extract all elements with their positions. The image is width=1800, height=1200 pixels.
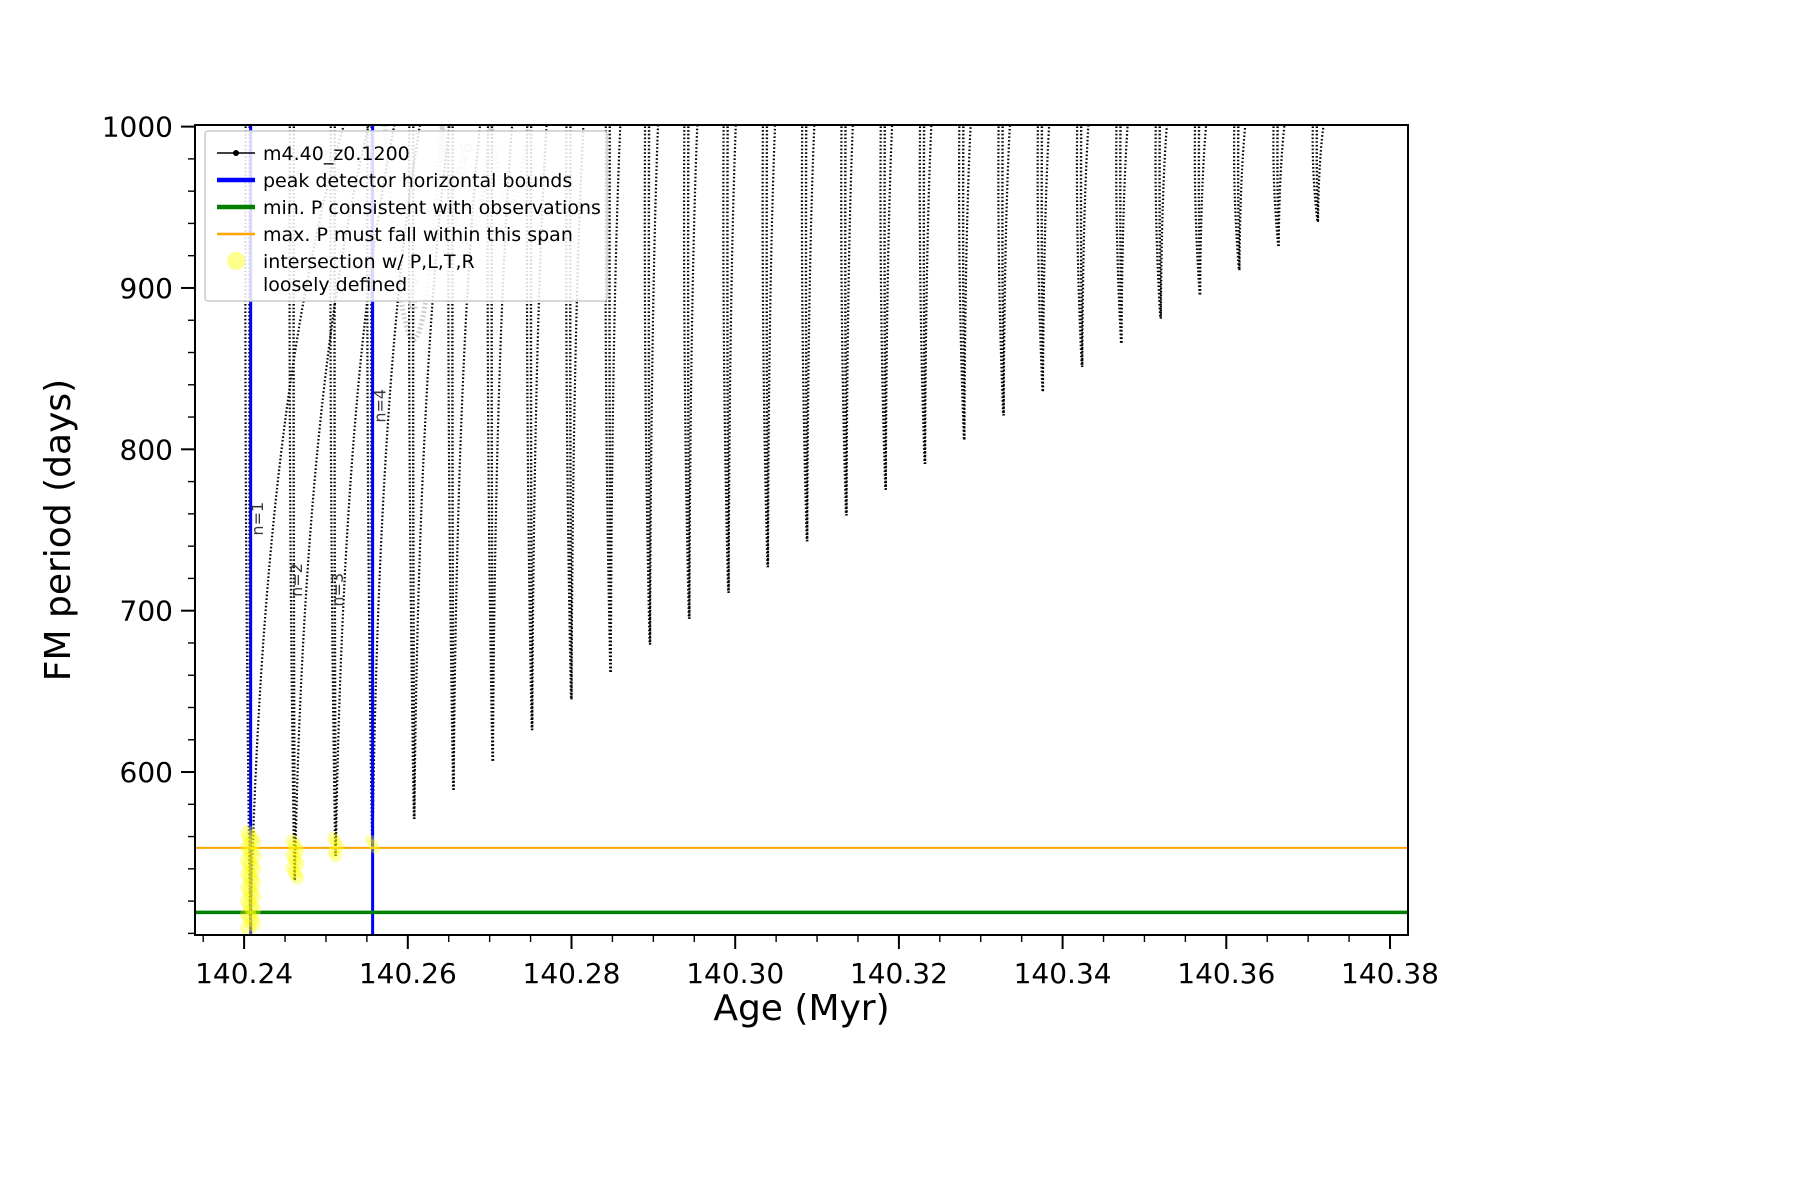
fm-track: [1115, 125, 1129, 343]
x-axis-label: Age (Myr): [713, 988, 889, 1029]
track-order-label: n=3: [328, 573, 347, 607]
legend-label: max. P must fall within this span: [263, 224, 573, 246]
y-tick-label: 600: [120, 756, 173, 789]
y-tick-label: 700: [120, 595, 173, 628]
legend-marker-sample: [233, 150, 239, 156]
track-order-label: n=4: [371, 389, 390, 423]
fm-track: [722, 125, 737, 593]
x-tick-label: 140.24: [195, 957, 293, 990]
legend-label: loosely defined: [263, 274, 407, 296]
intersection-highlight: [327, 832, 345, 863]
x-tick-label: 140.34: [1014, 957, 1112, 990]
intersection-highlight: [365, 834, 381, 854]
axes: 140.24 140.26 140.28 140.30 140.32 140.34 140.…: [38, 111, 1439, 1029]
legend-marker-sample: [227, 252, 245, 270]
fm-track: [643, 125, 660, 645]
fm-track: [840, 125, 854, 516]
fm-track: [1272, 125, 1286, 247]
data-layer: n=1n=2n=3n=4n=5n=6: [195, 125, 1408, 935]
fm-track: [1154, 125, 1168, 319]
y-tick-label: 900: [120, 272, 173, 305]
track-order-label: n=2: [287, 563, 306, 597]
fm-track: [1311, 125, 1325, 222]
fm-track: [1232, 125, 1247, 271]
fm-track: [604, 125, 622, 673]
fm-track: [997, 125, 1011, 416]
track-order-label: n=1: [248, 502, 267, 536]
fm-track: [682, 125, 699, 619]
x-tick-label: 140.26: [359, 957, 457, 990]
x-tick-label: 140.38: [1341, 957, 1439, 990]
fm-track: [1193, 125, 1208, 295]
y-tick-label: 800: [120, 433, 173, 466]
fm-track: [957, 125, 972, 440]
legend-label: min. P consistent with observations: [263, 197, 601, 219]
legend-label: intersection w/ P,L,T,R: [263, 251, 475, 273]
legend-label: peak detector horizontal bounds: [263, 170, 572, 192]
x-tick-label: 140.30: [686, 957, 784, 990]
legend-box: [204, 130, 608, 302]
legend-label: m4.40_z0.1200: [263, 143, 410, 165]
fm-track: [918, 125, 933, 464]
fm-track: [1075, 125, 1090, 368]
intersection-highlights: [240, 825, 381, 935]
y-axis-label: FM period (days): [38, 379, 79, 681]
fm-track: [800, 125, 816, 542]
intersection-highlight: [285, 834, 305, 885]
axes-frame: [194, 124, 1409, 936]
fm-track: [879, 125, 894, 490]
y-tick-label: 1000: [102, 111, 173, 144]
x-tick-label: 140.32: [850, 957, 948, 990]
fm-track: [565, 125, 585, 700]
fm-track: [1036, 125, 1051, 392]
intersection-highlight: [240, 825, 262, 935]
x-tick-label: 140.28: [523, 957, 621, 990]
fm-track: [761, 125, 777, 568]
x-tick-label: 140.36: [1177, 957, 1275, 990]
